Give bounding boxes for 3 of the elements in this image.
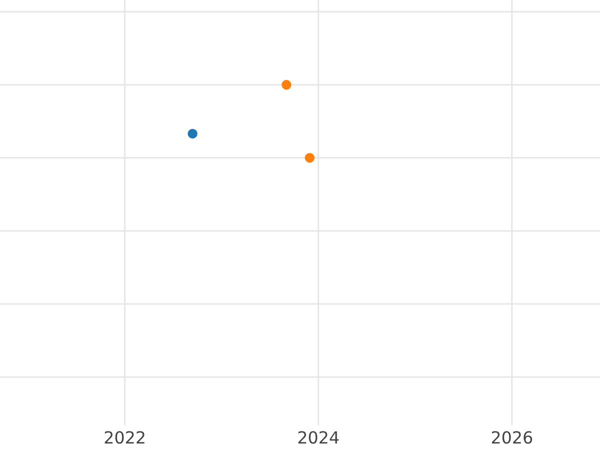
x-tick-label: 2024 xyxy=(298,431,339,444)
x-tick-label: 2022 xyxy=(104,431,144,444)
x-tick-label: 2026 xyxy=(492,431,532,444)
